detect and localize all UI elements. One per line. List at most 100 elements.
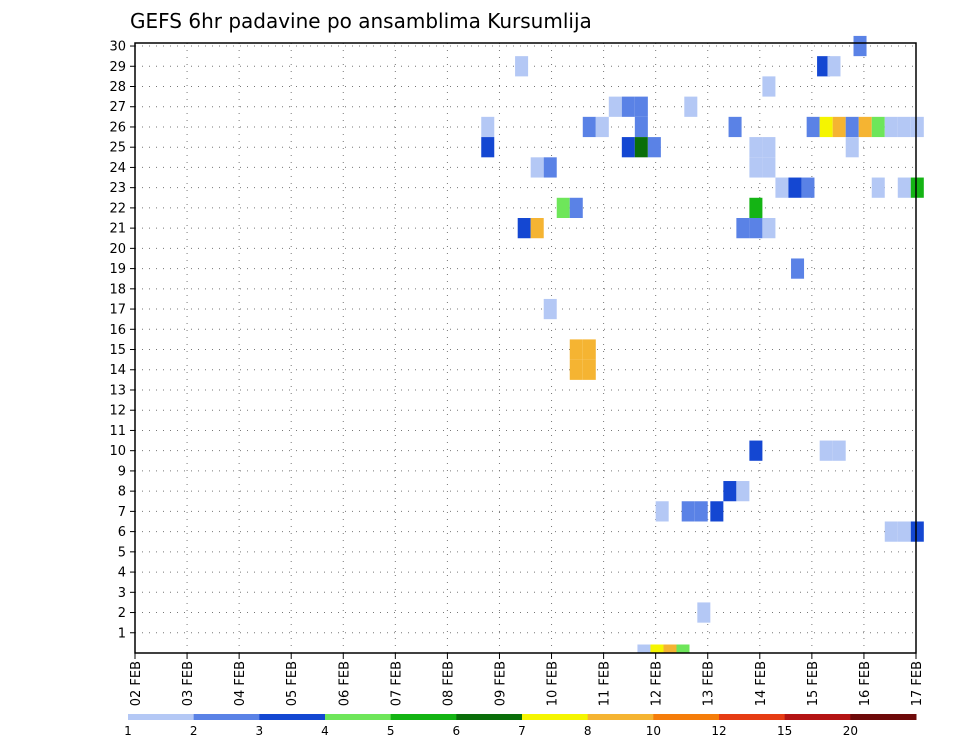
- x-tick-label: 11 FEB: [598, 661, 613, 706]
- heatmap-cell: [608, 96, 622, 117]
- heatmap-cell: [634, 137, 648, 158]
- heatmap-cell: [832, 116, 846, 138]
- heatmap-cell: [845, 116, 859, 138]
- y-tick-label: 20: [109, 242, 126, 257]
- x-tick-label: 04 FEB: [233, 661, 248, 706]
- y-tick-label: 27: [109, 100, 126, 115]
- heatmap-cell: [728, 116, 742, 138]
- y-tick-label: 17: [109, 303, 126, 318]
- heatmap-cells: [481, 35, 924, 654]
- legend-label: 6: [453, 724, 461, 738]
- y-tick-label: 24: [109, 161, 126, 176]
- y-tick-label: 5: [118, 545, 126, 560]
- heatmap-cell: [791, 258, 805, 279]
- heatmap-cell: [897, 177, 911, 198]
- heatmap-cell: [788, 177, 802, 198]
- legend-label: 2: [190, 724, 198, 738]
- legend-label: 12: [711, 724, 726, 738]
- legend-label: 5: [387, 724, 395, 738]
- legend-swatch: [128, 714, 195, 720]
- heatmap-cell: [481, 116, 495, 138]
- heatmap-cell: [569, 339, 583, 360]
- heatmap-cell: [871, 116, 885, 138]
- heatmap-cell: [681, 501, 695, 522]
- heatmap-cell: [819, 440, 833, 461]
- heatmap-cell: [710, 501, 724, 522]
- legend-swatch: [390, 714, 457, 720]
- y-tick-label: 7: [118, 505, 126, 520]
- y-tick-label: 26: [109, 120, 126, 135]
- heatmap-cell: [832, 440, 846, 461]
- legend-label: 15: [777, 724, 792, 738]
- legend-swatch: [653, 714, 720, 720]
- y-tick-label: 12: [109, 404, 126, 419]
- heatmap-cell: [530, 157, 544, 178]
- x-tick-label: 05 FEB: [285, 661, 300, 706]
- heatmap-cell: [582, 339, 596, 360]
- heatmap-cell: [762, 76, 776, 97]
- heatmap-cell: [910, 521, 924, 542]
- heatmap-cell: [858, 116, 872, 138]
- legend-swatch: [259, 714, 326, 720]
- legend-label: 8: [584, 724, 592, 738]
- legend: 1 2 3 4 5 6 7 8 10 12 15 20: [124, 714, 917, 738]
- y-tick-label: 3: [118, 586, 126, 601]
- heatmap-cell: [676, 644, 690, 654]
- legend-label: 7: [518, 724, 526, 738]
- heatmap-cell: [595, 116, 609, 138]
- legend-label: 4: [321, 724, 329, 738]
- grid: [134, 43, 917, 653]
- legend-label: 3: [256, 724, 264, 738]
- y-tick-label: 9: [118, 464, 126, 479]
- heatmap-cell: [853, 35, 867, 57]
- heatmap-cell: [749, 197, 763, 219]
- y-tick-label: 30: [109, 40, 126, 55]
- heatmap-cell: [775, 177, 789, 198]
- y-tick-label: 25: [109, 141, 126, 156]
- y-tick-label: 15: [109, 343, 126, 358]
- x-tick-label: 12 FEB: [650, 661, 665, 706]
- heatmap-cell: [481, 137, 495, 158]
- heatmap-cell: [684, 96, 698, 117]
- legend-swatch: [456, 714, 523, 720]
- legend-swatch: [587, 714, 654, 720]
- y-tick-label: 21: [109, 222, 126, 237]
- heatmap-cell: [569, 359, 583, 380]
- legend-swatch: [850, 714, 917, 720]
- x-tick-label: 17 FEB: [910, 661, 925, 706]
- y-tick-label: 8: [118, 485, 126, 500]
- heatmap-cell: [845, 137, 859, 158]
- heatmap-cell: [806, 116, 820, 138]
- x-tick-label: 02 FEB: [129, 661, 144, 706]
- y-tick-label: 1: [118, 626, 126, 641]
- y-tick-label: 19: [109, 262, 126, 277]
- x-tick-label: 09 FEB: [493, 661, 508, 706]
- x-tick-label: 13 FEB: [702, 661, 717, 706]
- heatmap-cell: [897, 521, 911, 542]
- legend-swatch: [719, 714, 786, 720]
- x-tick-label: 03 FEB: [181, 661, 196, 706]
- heatmap-cell: [556, 197, 570, 219]
- heatmap-cell: [749, 218, 763, 239]
- heatmap-cell: [817, 56, 831, 77]
- heatmap-cell: [749, 157, 763, 178]
- heatmap-cell: [530, 218, 544, 239]
- heatmap-cell: [884, 116, 898, 138]
- legend-swatch: [325, 714, 392, 720]
- heatmap-cell: [736, 218, 750, 239]
- heatmap-cell: [621, 96, 635, 117]
- y-tick-label: 18: [109, 282, 126, 297]
- legend-swatch: [522, 714, 589, 720]
- heatmap-cell: [723, 481, 737, 502]
- heatmap-cell: [543, 298, 557, 320]
- legend-label: 20: [843, 724, 858, 738]
- heatmap-cell: [697, 602, 711, 623]
- y-tick-label: 16: [109, 323, 126, 338]
- heatmap-cell: [762, 137, 776, 158]
- chart-title: GEFS 6hr padavine po ansamblima Kursumli…: [130, 9, 592, 33]
- legend-label: 1: [124, 724, 132, 738]
- heatmap-cell: [582, 359, 596, 380]
- legend-swatch: [784, 714, 851, 720]
- heatmap-cell: [897, 116, 911, 138]
